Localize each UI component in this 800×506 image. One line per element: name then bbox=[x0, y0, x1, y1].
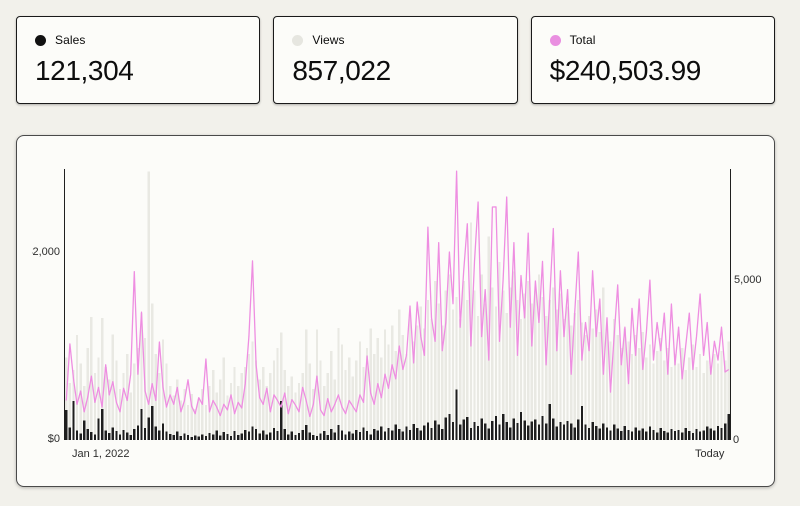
x-axis-end-label: Today bbox=[695, 448, 725, 460]
stat-card-sales-header: Sales bbox=[35, 33, 241, 47]
stat-label: Sales bbox=[55, 33, 86, 47]
total-dot-icon bbox=[549, 34, 561, 46]
sales-dot-icon bbox=[35, 34, 46, 46]
stat-card-views-header: Views bbox=[292, 33, 498, 47]
stat-card-views: Views 857,022 bbox=[273, 16, 518, 104]
y-axis-right-tick-0: 0 bbox=[733, 434, 740, 446]
stat-label: Total bbox=[569, 33, 596, 47]
stat-card-total-header: Total bbox=[549, 33, 756, 47]
stats-row: Sales 121,304 Views 857,022 Total $240,5… bbox=[16, 16, 775, 104]
stat-label: Views bbox=[312, 33, 345, 47]
stat-card-sales: Sales 121,304 bbox=[16, 16, 261, 104]
stat-value-views: 857,022 bbox=[292, 55, 391, 86]
y-axis-right-tick-5000: 5,000 bbox=[734, 274, 762, 286]
x-axis-start-label: Jan 1, 2022 bbox=[72, 448, 130, 460]
stat-value-total: $240,503.99 bbox=[549, 55, 702, 86]
y-axis-left-tick-2000: $2,000 bbox=[32, 246, 60, 258]
y-axis-left-tick-0: $0 bbox=[47, 433, 60, 445]
chart-card: $2,000 $0 5,000 0 Jan 1, 2022 Today bbox=[16, 135, 775, 487]
views-dot-icon bbox=[292, 34, 304, 46]
stat-card-total: Total $240,503.99 bbox=[530, 16, 775, 104]
chart-plot[interactable] bbox=[17, 136, 774, 486]
stat-value-sales: 121,304 bbox=[35, 55, 134, 86]
